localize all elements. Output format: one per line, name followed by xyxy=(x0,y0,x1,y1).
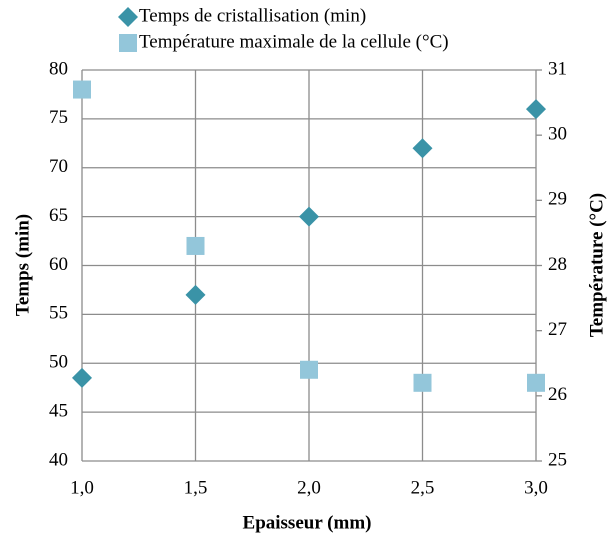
point xyxy=(527,373,545,392)
point xyxy=(299,206,319,227)
y2-tick-label: 30 xyxy=(548,124,567,145)
point xyxy=(300,360,318,379)
legend-label: Température maximale de la cellule (°C) xyxy=(139,31,449,52)
y2-axis-title: Température (°C) xyxy=(586,193,607,337)
x-tick-label: 2,0 xyxy=(297,477,321,498)
x-tick-label: 2,5 xyxy=(411,477,435,498)
y-tick-label: 75 xyxy=(49,107,68,128)
point xyxy=(412,138,433,159)
y2-tick-label: 28 xyxy=(548,254,567,275)
y-tick-label: 80 xyxy=(49,58,68,79)
point xyxy=(186,236,205,255)
point xyxy=(185,284,206,305)
legend-marker xyxy=(119,34,137,52)
y2-tick-label: 29 xyxy=(548,189,567,210)
y-tick-label: 65 xyxy=(49,205,68,226)
point xyxy=(72,367,92,388)
y2-tick-label: 27 xyxy=(548,319,567,340)
y-axis-title: Temps (min) xyxy=(12,214,33,316)
point xyxy=(73,80,91,99)
y-tick-label: 45 xyxy=(49,400,68,421)
x-tick-label: 1,5 xyxy=(184,477,208,498)
x-axis-title: Epaisseur (mm) xyxy=(243,512,372,533)
point xyxy=(413,373,432,392)
x-tick-label: 3,0 xyxy=(524,477,548,498)
y-tick-label: 70 xyxy=(49,156,68,177)
y2-tick-label: 26 xyxy=(548,384,567,405)
point xyxy=(526,99,546,120)
y-tick-label: 60 xyxy=(49,254,68,275)
y2-tick-label: 25 xyxy=(548,449,567,470)
y-tick-label: 40 xyxy=(49,449,68,470)
legend-label: Temps de cristallisation (min) xyxy=(139,5,366,26)
legend-marker xyxy=(118,7,138,27)
y-tick-label: 55 xyxy=(49,303,68,324)
y-tick-label: 50 xyxy=(49,352,68,373)
x-tick-label: 1,0 xyxy=(70,477,94,498)
y2-tick-label: 31 xyxy=(548,58,567,79)
